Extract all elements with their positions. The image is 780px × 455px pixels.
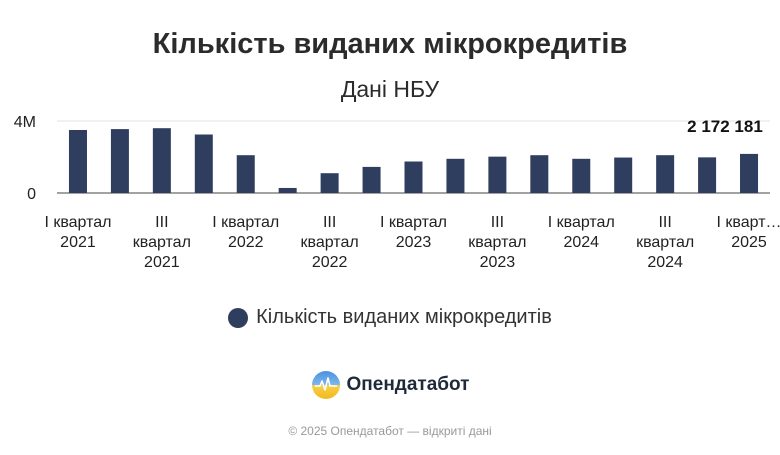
x-tick-label: III квартал 2021 (133, 214, 191, 271)
x-tick-label: I кварт… 2025 (717, 214, 780, 251)
x-tick-label: I квартал 2021 (44, 214, 111, 251)
bar[interactable] (320, 173, 339, 193)
chart-subtitle: Дані НБУ (340, 76, 440, 102)
bar[interactable] (488, 156, 507, 193)
bar[interactable] (572, 158, 591, 193)
legend-label: Кількість виданих мікрокредитів (256, 306, 552, 328)
bar[interactable] (362, 166, 381, 193)
bar-chart: 0 4M I квартал 2021 III квартал 2021 I квартал 2… (14, 114, 780, 271)
bar[interactable] (236, 155, 255, 193)
x-tick-label: III квартал 2023 (468, 214, 526, 271)
y-tick-label: 0 (27, 186, 36, 203)
bar[interactable] (530, 155, 549, 193)
bar[interactable] (446, 158, 465, 193)
x-tick-label: I квартал 2024 (548, 214, 615, 251)
bar[interactable] (152, 128, 171, 193)
bar[interactable] (614, 157, 633, 193)
x-tick-label: III квартал 2022 (301, 214, 359, 271)
bar[interactable] (656, 155, 675, 193)
x-tick-label: I квартал 2023 (380, 214, 447, 251)
bar[interactable] (698, 157, 717, 193)
copyright-footer: © 2025 Опендатабот — відкриті дані (288, 424, 492, 438)
data-label: 2 172 181 (687, 117, 763, 136)
legend[interactable]: Кількість виданих мікрокредитів (0, 306, 780, 329)
bar[interactable] (278, 187, 297, 193)
opendatabot-logo-icon (311, 371, 340, 399)
bar[interactable] (740, 153, 759, 193)
bar[interactable] (404, 161, 423, 194)
chart-title: Кількість виданих мікрокредитів (152, 28, 628, 60)
brand[interactable]: Опендатабот (0, 370, 780, 400)
y-tick-label: 4M (14, 114, 36, 131)
bar[interactable] (68, 130, 87, 193)
bar[interactable] (110, 129, 129, 193)
x-tick-label: III квартал 2024 (636, 214, 694, 271)
legend-marker (228, 307, 249, 328)
x-tick-label: I квартал 2022 (212, 214, 279, 251)
bar[interactable] (194, 134, 213, 194)
brand-name: Опендатабот (346, 374, 470, 395)
